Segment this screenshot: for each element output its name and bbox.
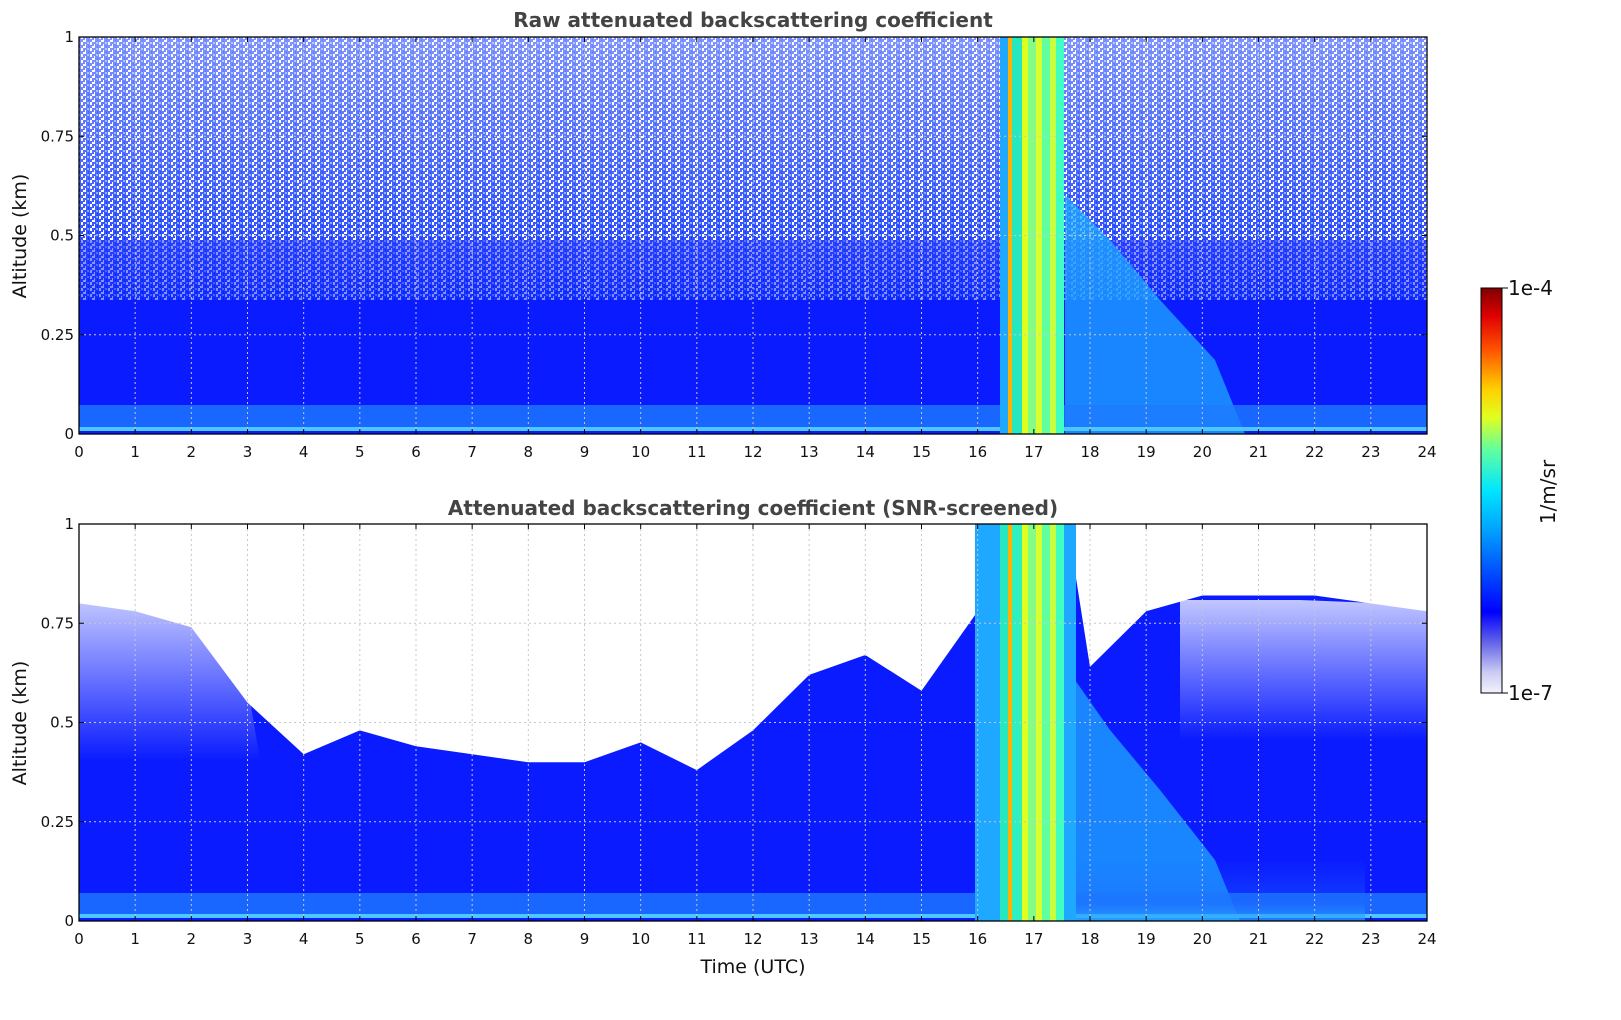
- x-tick-label: 5: [355, 443, 365, 461]
- colorbar-max-label: 1e-4: [1508, 276, 1553, 300]
- y-tick-label: 0.75: [41, 614, 74, 632]
- panel-raw-plume: [1065, 195, 1245, 434]
- panel-screened-grid: [79, 524, 1427, 921]
- panel-screened-y-ticks: 0 0.25 0.5 0.75 1: [41, 515, 1427, 930]
- x-tick-label: 24: [1417, 443, 1436, 461]
- x-tick-label: 18: [1080, 443, 1099, 461]
- x-tick-label: 17: [1024, 443, 1043, 461]
- x-tick-label: 13: [800, 930, 819, 948]
- y-tick-label: 1: [64, 28, 74, 46]
- x-tick-label: 3: [243, 930, 253, 948]
- panel-raw-surface-band: [79, 405, 1427, 427]
- x-tick-label: 15: [912, 930, 931, 948]
- x-tick-label: 23: [1361, 930, 1380, 948]
- panel-raw: Raw attenuated backscattering coefficien…: [9, 8, 1437, 461]
- y-tick-label: 0.25: [41, 326, 74, 344]
- x-tick-label: 1: [130, 930, 140, 948]
- panel-raw-x-ticks: 0 1 2 3 4 5 6 7 8 9 10 11 12 13 14 15 16 17 18 19 20 21 22 23 24: [74, 37, 1437, 461]
- x-tick-label: 14: [856, 443, 875, 461]
- x-tick-label: 7: [467, 443, 477, 461]
- colorbar-unit-label: 1/m/sr: [1536, 459, 1560, 524]
- y-tick-label: 0: [64, 912, 74, 930]
- x-tick-label: 10: [631, 930, 650, 948]
- panel-raw-ylabel: Altitude (km): [9, 174, 31, 299]
- y-tick-label: 0.5: [50, 714, 74, 732]
- x-tick-label: 21: [1249, 930, 1268, 948]
- panel-screened-low-glow: [1065, 860, 1365, 921]
- x-tick-label: 20: [1193, 443, 1212, 461]
- y-tick-label: 1: [64, 515, 74, 533]
- panel-raw-y-ticks: 0 0.25 0.5 0.75 1: [41, 28, 1427, 443]
- x-tick-label: 17: [1024, 930, 1043, 948]
- x-tick-label: 20: [1193, 930, 1212, 948]
- x-tick-label: 6: [411, 443, 421, 461]
- x-tick-label: 24: [1417, 930, 1436, 948]
- x-tick-label: 8: [524, 930, 534, 948]
- x-tick-label: 2: [187, 930, 197, 948]
- colorbar-min-label: 1e-7: [1508, 681, 1553, 705]
- panel-screened-faint-right: [1180, 600, 1427, 740]
- x-tick-label: 8: [524, 443, 534, 461]
- x-tick-label: 5: [355, 930, 365, 948]
- panel-screened-xlabel: Time (UTC): [699, 956, 805, 978]
- panel-raw-title: Raw attenuated backscattering coefficien…: [513, 8, 993, 32]
- panel-screened-title: Attenuated backscattering coefficient (S…: [448, 496, 1058, 520]
- panel-raw-grid: [79, 37, 1427, 434]
- x-tick-label: 22: [1305, 443, 1324, 461]
- x-tick-label: 16: [968, 443, 987, 461]
- y-tick-label: 0.5: [50, 227, 74, 245]
- x-tick-label: 11: [687, 930, 706, 948]
- x-tick-label: 1: [130, 443, 140, 461]
- x-tick-label: 22: [1305, 930, 1324, 948]
- x-tick-label: 10: [631, 443, 650, 461]
- x-tick-label: 23: [1361, 443, 1380, 461]
- panel-screened-x-ticks: 0 1 2 3 4 5 6 7 8 9 10 11 12 13 14 15 16 17 18 19 20 21 22 23 24: [74, 524, 1437, 948]
- x-tick-label: 19: [1137, 930, 1156, 948]
- x-tick-label: 0: [74, 443, 84, 461]
- x-tick-label: 3: [243, 443, 253, 461]
- panel-screened: Attenuated backscattering coefficient (S…: [9, 496, 1437, 978]
- x-tick-label: 12: [743, 443, 762, 461]
- x-tick-label: 14: [856, 930, 875, 948]
- colorbar: 1e-4 1e-7 1/m/sr: [1480, 276, 1560, 705]
- x-tick-label: 6: [411, 930, 421, 948]
- x-tick-label: 7: [467, 930, 477, 948]
- x-tick-label: 16: [968, 930, 987, 948]
- x-tick-label: 0: [74, 930, 84, 948]
- x-tick-label: 12: [743, 930, 762, 948]
- x-tick-label: 13: [800, 443, 819, 461]
- panel-screened-ylabel: Altitude (km): [9, 661, 31, 786]
- x-tick-label: 4: [299, 443, 309, 461]
- x-tick-label: 21: [1249, 443, 1268, 461]
- x-tick-label: 18: [1080, 930, 1099, 948]
- panel-screened-faint-left: [79, 600, 260, 760]
- colorbar-bar: [1480, 287, 1503, 694]
- y-tick-label: 0.25: [41, 813, 74, 831]
- x-tick-label: 15: [912, 443, 931, 461]
- y-tick-label: 0.75: [41, 127, 74, 145]
- x-tick-label: 2: [187, 443, 197, 461]
- y-tick-label: 0: [64, 425, 74, 443]
- x-tick-label: 9: [580, 443, 590, 461]
- x-tick-label: 4: [299, 930, 309, 948]
- x-tick-label: 9: [580, 930, 590, 948]
- x-tick-label: 19: [1137, 443, 1156, 461]
- x-tick-label: 11: [687, 443, 706, 461]
